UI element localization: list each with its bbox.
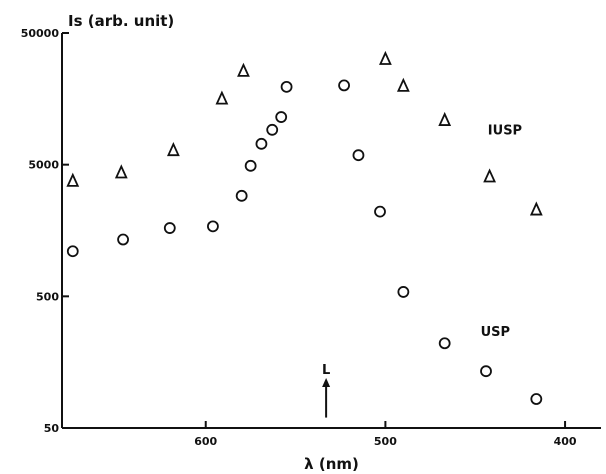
iusp-point — [114, 164, 128, 179]
usp-point — [255, 137, 268, 150]
usp-point — [438, 337, 451, 350]
data-marks — [66, 50, 543, 405]
iusp-point — [396, 77, 410, 92]
usp-point — [207, 220, 219, 233]
usp-point — [163, 222, 176, 234]
iusp-point — [379, 50, 392, 65]
iusp-point — [166, 141, 180, 157]
iusp-point — [483, 168, 497, 183]
series-label: IUSP — [488, 123, 522, 138]
iusp-point — [529, 201, 543, 216]
y-tick-label: 500 — [36, 290, 59, 303]
usp-point — [480, 365, 492, 378]
usp-point — [117, 233, 129, 246]
annotations: IUSP USP L — [322, 123, 522, 418]
x-tick-label: 500 — [374, 435, 397, 448]
y-axis-title: Is (arb. unit) — [68, 12, 174, 30]
usp-point — [338, 79, 350, 92]
usp-point — [530, 393, 543, 405]
usp-point — [280, 80, 293, 93]
series-label: USP — [481, 325, 510, 340]
x-tick-label: 400 — [554, 435, 577, 448]
arrow-head — [322, 377, 331, 387]
usp-point — [244, 159, 257, 172]
usp-point — [397, 286, 410, 298]
arrow-label: L — [322, 363, 330, 378]
usp-point — [266, 123, 279, 136]
usp-point — [275, 111, 288, 123]
usp-point — [66, 245, 79, 258]
y-tick-label: 50 — [44, 422, 60, 435]
iusp-point — [237, 62, 250, 77]
iusp-point — [215, 90, 229, 105]
y-tick-label: 50000 — [21, 27, 60, 40]
x-tick-label: 600 — [194, 435, 217, 448]
usp-point — [374, 205, 386, 218]
axes: 50 500 5000 50000 600 500 400 Is (arb. unit) λ (… — [21, 12, 601, 473]
x-axis-title: λ (nm) — [304, 455, 359, 473]
iusp-point — [438, 111, 452, 126]
usp-point — [352, 149, 365, 162]
iusp-point — [66, 172, 80, 187]
y-tick-label: 5000 — [28, 159, 59, 172]
usp-point — [235, 189, 248, 202]
